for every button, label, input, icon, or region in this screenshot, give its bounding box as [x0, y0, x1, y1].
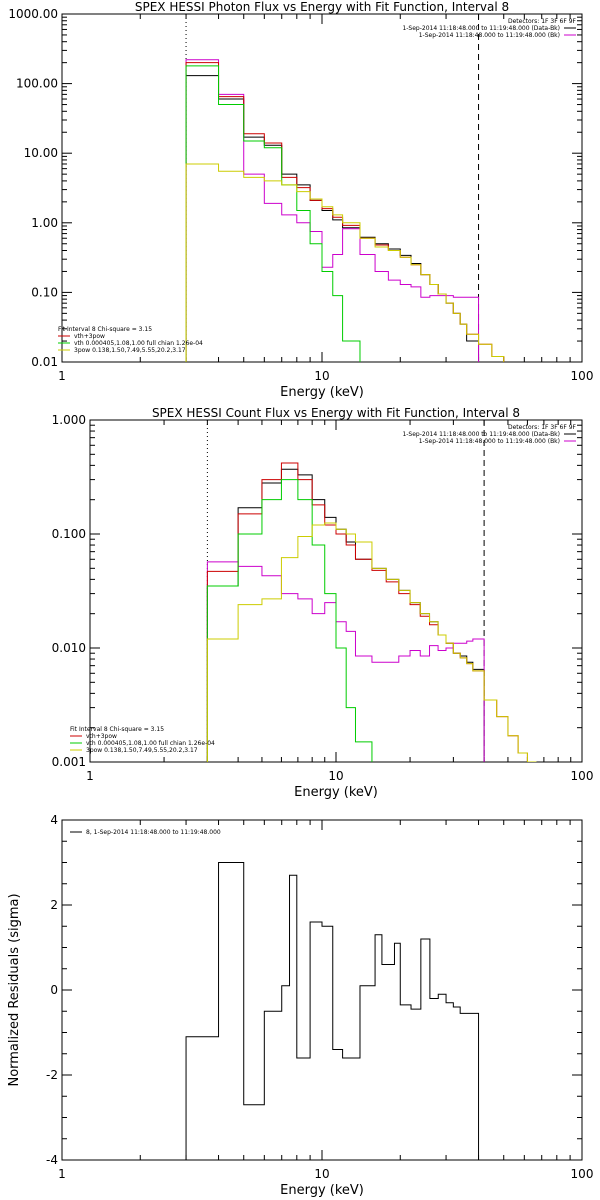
chart-title: SPEX HESSI Count Flux vs Energy with Fit…: [152, 406, 520, 420]
legend-entry: vth 0.000405,1.08,1.00 full chian 1.26e-…: [86, 740, 215, 747]
y-tick-label: 0.01: [31, 355, 58, 369]
legend-entry: vth+3pow: [74, 333, 105, 340]
x-tick-label: 100: [571, 769, 594, 783]
legend-entry: vth 0.000405,1.08,1.00 full chian 1.26e-…: [74, 340, 203, 347]
plot-frame: [89, 419, 583, 763]
legend-header: Fit Interval 8 Chi-square = 3.15: [58, 326, 152, 333]
chart-residuals: Energy (keV) Normalized Residuals (sigma)…: [7, 813, 593, 1198]
y-tick-label: 4: [50, 813, 58, 827]
series-line-3: [185, 65, 361, 362]
plot-frame: [61, 819, 583, 1161]
y-tick-label: -2: [46, 1068, 58, 1082]
series-group: [185, 59, 505, 362]
plot-frame: [61, 13, 583, 363]
chart-photon: SPEX HESSI Photon Flux vs Energy with Fi…: [8, 0, 593, 400]
chart-count: SPEX HESSI Count Flux vs Energy with Fit…: [52, 406, 594, 800]
y-tick-label: 1000.00: [8, 7, 58, 21]
x-tick-label: 100: [571, 1167, 594, 1181]
y-tick-label: 0.100: [52, 527, 86, 541]
series-line-2: [185, 62, 505, 362]
legend-header: Detectors: 1F 3F 6F 9F: [508, 18, 577, 25]
y-tick-label: -4: [46, 1153, 58, 1167]
y-tick-label: 0: [50, 983, 58, 997]
x-tick-label: 1: [86, 769, 94, 783]
y-tick-label: 1.000: [52, 413, 86, 427]
x-tick-label: 1: [58, 369, 66, 383]
legend-header: Fit Interval 8 Chi-square = 3.15: [70, 726, 164, 733]
x-tick-label: 10: [314, 1167, 329, 1181]
y-tick-label: 10.00: [24, 146, 58, 160]
x-tick-label: 10: [314, 369, 329, 383]
x-axis-label: Energy (keV): [280, 1183, 364, 1198]
series-line-4: [206, 522, 537, 762]
y-tick-label: 0.010: [52, 641, 86, 655]
legend-header: Detectors: 1F 3F 6F 9F: [508, 424, 577, 431]
series-line-0: [185, 75, 480, 362]
series-line-3: [206, 479, 373, 762]
legend-entry: 1-Sep-2014 11:18:48.000 to 11:19:48.000 …: [402, 25, 560, 32]
x-tick-label: 10: [328, 769, 343, 783]
legend-entry: 1-Sep-2014 11:18:48.000 to 11:19:48.000 …: [419, 32, 560, 39]
series-line-1: [185, 59, 480, 362]
y-axis-label: Normalized Residuals (sigma): [7, 893, 22, 1086]
x-tick-label: 100: [571, 369, 594, 383]
series-line-4: [185, 163, 505, 362]
y-tick-label: 1.00: [31, 216, 58, 230]
legend-entry: vth+3pow: [86, 733, 117, 740]
y-tick-label: 0.10: [31, 285, 58, 299]
legend-entry: 1-Sep-2014 11:18:48.000 to 11:19:48.000 …: [419, 438, 560, 445]
series-group: [206, 462, 537, 762]
y-tick-label: 2: [50, 898, 58, 912]
chart-title: SPEX HESSI Photon Flux vs Energy with Fi…: [135, 0, 509, 14]
y-tick-label: 100.00: [16, 77, 58, 91]
y-tick-label: 0.001: [52, 755, 86, 769]
legend-entry: 3pow 0.138,1.50,7.49,5.55,20.2,3.17: [74, 347, 186, 354]
legend-entry: 1-Sep-2014 11:18:48.000 to 11:19:48.000 …: [402, 431, 560, 438]
legend-entry: 8, 1-Sep-2014 11:18:48.000 to 11:19:48.0…: [86, 829, 221, 836]
x-tick-label: 1: [58, 1167, 66, 1181]
x-axis-label: Energy (keV): [294, 785, 378, 800]
series-group: [185, 862, 480, 1160]
series-line-0: [185, 862, 480, 1160]
x-axis-label: Energy (keV): [280, 385, 364, 400]
legend-entry: 3pow 0.138,1.50,7.49,5.55,20.2,3.17: [86, 747, 198, 754]
